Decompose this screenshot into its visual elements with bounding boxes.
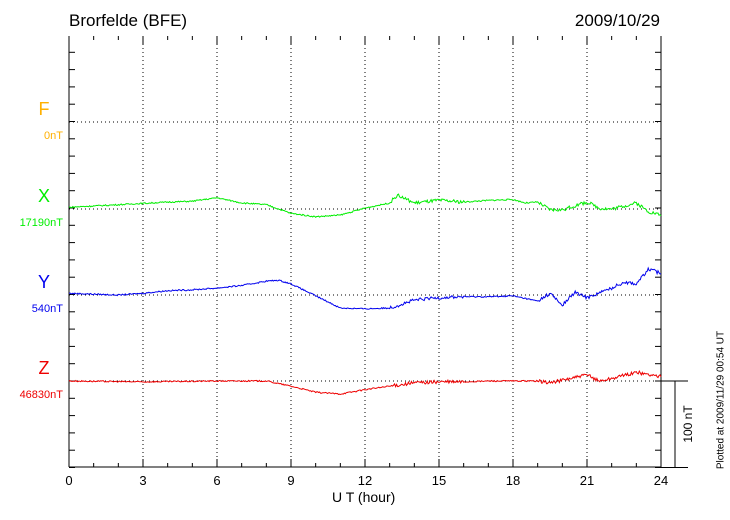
x-tick-label: 9 [287, 473, 294, 488]
x-tick-label: 3 [139, 473, 146, 488]
x-axis-label: U T (hour) [332, 489, 396, 505]
x-tick-label: 15 [432, 473, 446, 488]
baseline-value-f: 0nT [44, 130, 63, 142]
series-name-x: X [38, 186, 50, 206]
series-line-x [68, 193, 662, 218]
baseline-value-y: 540nT [32, 303, 63, 315]
baseline-value-z: 46830nT [20, 389, 64, 401]
x-tick-label: 12 [358, 473, 372, 488]
date-label: 2009/10/29 [574, 11, 660, 30]
series-line-y [68, 266, 662, 310]
series-name-f: F [39, 99, 50, 119]
station-title: Brorfelde (BFE) [69, 11, 188, 30]
x-tick-label: 24 [654, 473, 668, 488]
baseline-value-x: 17190nT [20, 217, 64, 229]
x-tick-label: 0 [65, 473, 72, 488]
x-tick-label: 18 [506, 473, 520, 488]
x-tick-label: 6 [213, 473, 220, 488]
x-tick-label: 21 [580, 473, 594, 488]
series-line-z [68, 369, 662, 396]
scale-bar-label: 100 nT [681, 405, 695, 443]
series-name-y: Y [38, 272, 50, 292]
series-name-z: Z [39, 358, 50, 378]
